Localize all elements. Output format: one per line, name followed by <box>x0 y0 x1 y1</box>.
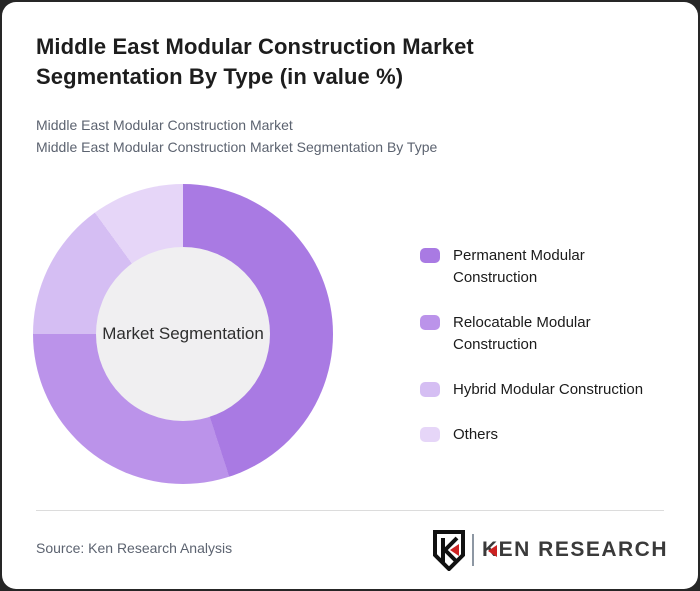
subtitle-line-2: Middle East Modular Construction Market … <box>36 139 438 155</box>
footer-divider <box>36 510 664 511</box>
donut-center: Market Segmentation <box>96 247 270 421</box>
brand-name: K EN RESEARCH <box>482 538 668 562</box>
brand-rest: EN RESEARCH <box>498 538 668 561</box>
legend-label: Others <box>453 426 499 443</box>
subtitle-line-1: Middle East Modular Construction Market <box>36 117 293 133</box>
legend-item: Hybrid Modular Construction <box>420 379 682 401</box>
donut-center-label: Market Segmentation <box>102 324 264 343</box>
legend-item: Permanent Modular Construction <box>420 245 682 289</box>
ken-research-logo: K EN RESEARCH <box>432 529 668 571</box>
legend-label: Relocatable Modular Construction <box>453 314 591 353</box>
chart-subtitle: Middle East Modular Construction Market … <box>36 114 437 158</box>
red-arrow-icon <box>487 545 497 557</box>
legend-label: Hybrid Modular Construction <box>453 381 644 398</box>
legend-item: Others <box>420 424 682 446</box>
shield-k-icon <box>432 530 465 571</box>
logo-separator <box>471 534 474 566</box>
legend-item: Relocatable Modular Construction <box>420 312 682 356</box>
legend-swatch <box>420 248 440 263</box>
chart-legend: Permanent Modular Construction Relocatab… <box>420 245 682 446</box>
page-title: Middle East Modular Construction Market … <box>36 34 474 89</box>
legend-swatch <box>420 427 440 442</box>
legend-swatch <box>420 315 440 330</box>
source-note: Source: Ken Research Analysis <box>36 540 233 556</box>
legend-swatch <box>420 382 440 397</box>
donut-chart: Market Segmentation <box>33 184 333 484</box>
legend-label: Permanent Modular Construction <box>453 247 585 286</box>
